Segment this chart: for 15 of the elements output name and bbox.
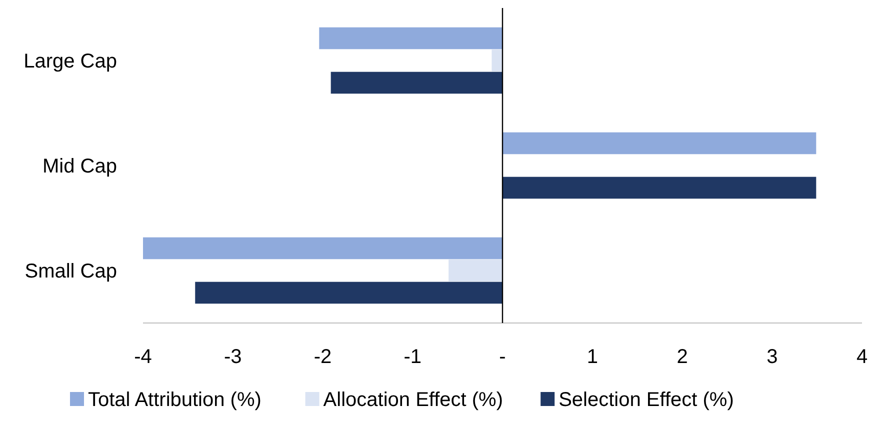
legend-label: Selection Effect (%) xyxy=(558,389,734,411)
x-tick-label: -4 xyxy=(134,346,152,368)
y-tick-label: Mid Cap xyxy=(42,156,117,178)
x-tick-label: - xyxy=(499,346,506,368)
x-tick-label: -1 xyxy=(404,346,422,368)
x-tick-label: 4 xyxy=(856,346,868,368)
x-tick-label: 2 xyxy=(676,346,688,368)
y-tick-label: Large Cap xyxy=(24,50,117,72)
x-tick-label: 3 xyxy=(766,346,778,368)
legend-label: Total Attribution (%) xyxy=(88,389,262,411)
y-tick-label: Small Cap xyxy=(24,260,117,282)
legend-label: Allocation Effect (%) xyxy=(323,389,504,411)
x-tick-label: -3 xyxy=(224,346,242,368)
x-tick-label: -2 xyxy=(314,346,332,368)
x-tick-label: 1 xyxy=(586,346,598,368)
